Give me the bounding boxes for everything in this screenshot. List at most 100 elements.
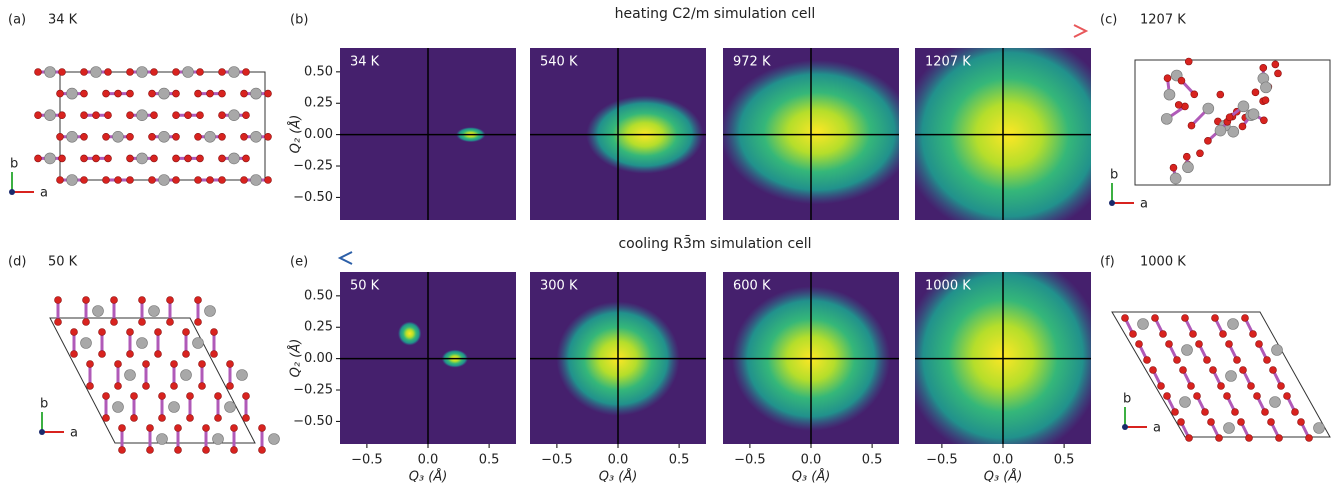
oxygen-atom <box>114 382 122 390</box>
oxygen-atom <box>104 154 112 163</box>
oxygen-atom <box>1231 408 1239 416</box>
oxygen-atom <box>264 176 272 184</box>
x-axis-label: Q₃ (Å) <box>599 469 638 483</box>
oxygen-atom <box>1215 434 1223 442</box>
axis-label: a <box>1140 197 1148 212</box>
oxygen-atom <box>1247 382 1255 390</box>
metal-atom <box>212 433 224 445</box>
oxygen-atom <box>154 328 162 336</box>
oxygen-atom <box>126 111 134 119</box>
oxygen-atom <box>258 446 266 454</box>
oxygen-atom <box>118 446 126 454</box>
heatmap-panel: 1207 K <box>915 48 1091 220</box>
crystal-structures: b a b a b a b a <box>9 57 1331 454</box>
oxygen-atom <box>150 154 158 163</box>
axis-origin <box>39 429 45 435</box>
oxygen-atom <box>240 133 248 141</box>
metal-atom <box>180 369 192 381</box>
y-tick-label: 0.25 <box>304 96 333 111</box>
oxygen-atom <box>172 89 180 98</box>
axis-origin <box>1109 200 1115 206</box>
oxygen-atom <box>230 446 238 454</box>
oxygen-atom <box>1239 366 1247 374</box>
y-tick-label: −0.50 <box>293 190 333 205</box>
axis-label: a <box>70 426 78 441</box>
oxygen-atom <box>80 111 88 119</box>
oxygen-atom <box>1271 60 1280 69</box>
oxygen-atom <box>1165 340 1173 348</box>
oxygen-atom <box>82 296 90 304</box>
oxygen-atom <box>34 111 42 119</box>
oxygen-atom <box>1181 314 1189 322</box>
metal-atom <box>1313 422 1325 434</box>
oxygen-atom <box>102 392 110 400</box>
oxygen-atom <box>1211 314 1219 322</box>
oxygen-atom <box>1177 76 1186 85</box>
oxygen-atom <box>198 382 206 390</box>
oxygen-atom <box>1219 330 1227 338</box>
oxygen-atom <box>242 111 250 119</box>
metal-atom <box>236 369 248 381</box>
oxygen-atom <box>172 154 180 163</box>
heatmap-panel: 600 K −0.5 0.0 0.5 Q₃ (Å) <box>723 272 899 483</box>
metal-atom <box>250 174 262 186</box>
cooling-label: cooling R3̄m simulation cell <box>618 234 811 252</box>
panel-temperature: 1207 K <box>1140 13 1186 28</box>
metal-atom <box>112 131 124 143</box>
oxygen-atom <box>146 424 154 432</box>
y-tick-label: 0.50 <box>304 64 333 79</box>
oxygen-atom <box>56 176 64 184</box>
oxygen-atom <box>1173 356 1181 364</box>
oxygen-atom <box>1121 314 1129 322</box>
cell <box>1111 311 1331 438</box>
oxygen-atom <box>146 446 154 454</box>
y-axis-label: Q₂ (Å) <box>288 339 304 378</box>
panel-label: (c) <box>1100 13 1117 28</box>
oxygen-atom <box>194 296 202 304</box>
oxygen-atom <box>158 392 166 400</box>
oxygen-atom <box>1216 90 1225 99</box>
metal-atom <box>1202 102 1215 115</box>
axis-origin <box>9 189 15 195</box>
arrow-head <box>337 251 353 265</box>
oxygen-atom <box>182 350 190 358</box>
oxygen-atom <box>1196 149 1204 158</box>
temperature-label: 1207 K <box>925 55 971 70</box>
oxygen-atom <box>1261 96 1270 104</box>
metal-atom <box>228 152 240 165</box>
oxygen-atom <box>1190 90 1199 99</box>
oxygen-atom <box>150 68 158 76</box>
oxygen-atom <box>182 328 190 336</box>
temperature-label: 34 K <box>350 55 380 70</box>
oxygen-atom <box>202 446 210 454</box>
oxygen-atom <box>86 360 94 368</box>
oxygen-atom <box>186 392 194 400</box>
oxygen-atom <box>138 318 146 326</box>
oxygen-atom <box>206 89 214 98</box>
x-tick-label: 0.5 <box>862 453 883 468</box>
oxygen-atom <box>1238 122 1247 131</box>
oxygen-atom <box>70 350 78 358</box>
metal-atom <box>136 152 148 165</box>
metal-atom <box>156 433 168 445</box>
oxygen-atom <box>102 133 110 141</box>
oxygen-atom <box>126 350 134 358</box>
oxygen-atom <box>70 328 78 336</box>
oxygen-atom <box>218 68 226 76</box>
oxygen-atom <box>194 318 202 326</box>
oxygen-atom <box>142 382 150 390</box>
oxygen-atom <box>1253 392 1261 400</box>
oxygen-atom <box>92 111 100 119</box>
oxygen-atom <box>242 392 250 400</box>
oxygen-atom <box>34 68 42 76</box>
oxygen-atom <box>1274 69 1282 78</box>
oxygen-atom <box>1195 340 1203 348</box>
metal-atom <box>44 66 56 78</box>
metal-atom <box>182 66 194 78</box>
oxygen-atom <box>58 68 66 76</box>
oxygen-atom <box>194 89 202 98</box>
axis-label: a <box>1153 421 1161 436</box>
oxygen-atom <box>98 350 106 358</box>
oxygen-atom <box>166 318 174 326</box>
x-tick-label: 0.5 <box>669 453 690 468</box>
